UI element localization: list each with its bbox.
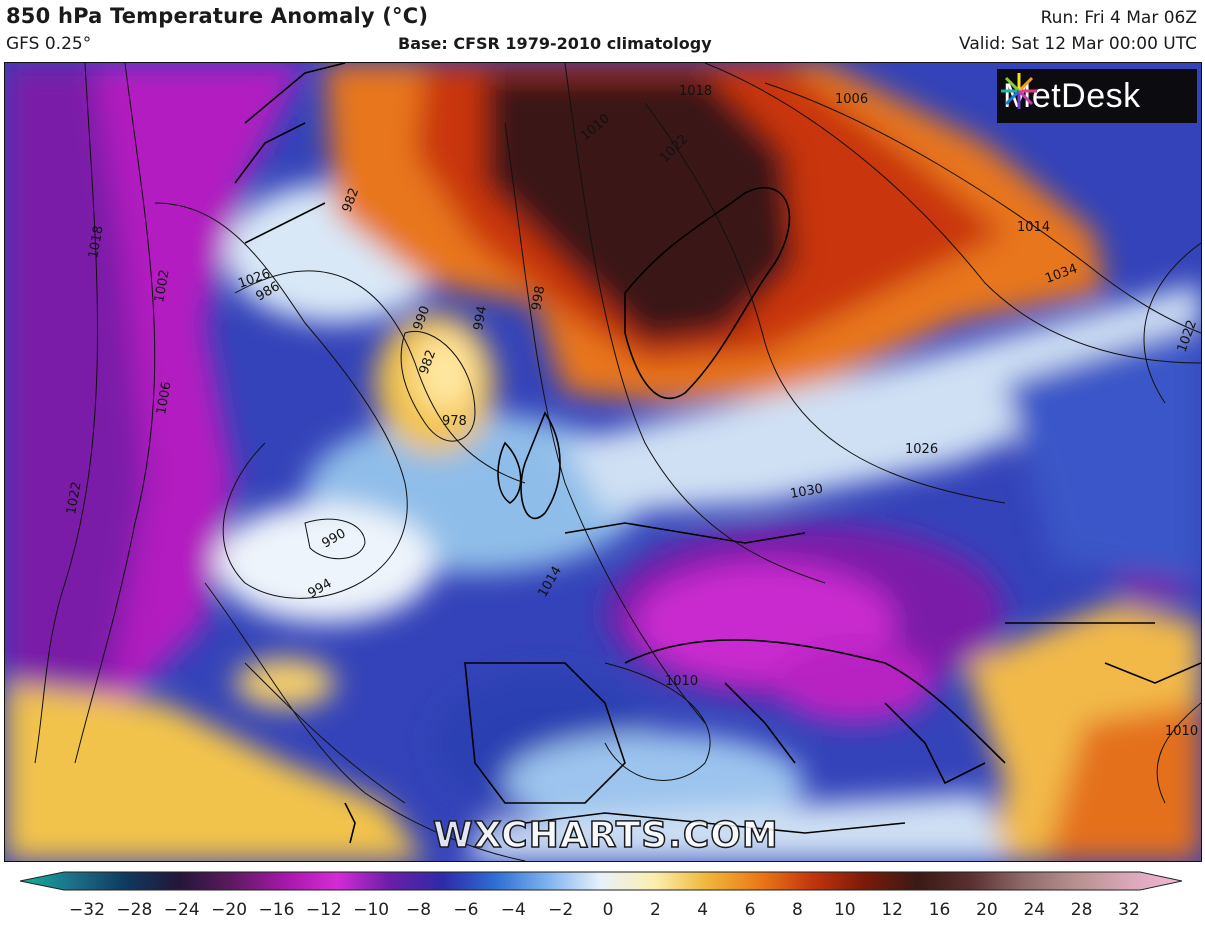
colorbar-tick-label: 12 [881,900,903,920]
isobar-label: 1010 [1165,724,1198,739]
colorbar-tick-label: −20 [211,900,248,920]
colorbar-tick-label: 10 [833,900,856,920]
isobar-label: 1030 [789,481,824,502]
colorbar-tick-label: −16 [258,900,295,920]
climatology-base-label: Base: CFSR 1979-2010 climatology [398,34,712,53]
metdesk-starburst-icon [1001,73,1037,109]
colorbar-tick-label: −10 [353,900,390,920]
colorbar-tick-label: −4 [500,900,526,920]
isobar-label: 1006 [154,380,175,415]
wxcharts-watermark: WXCHARTS.COM [432,814,779,857]
colorbar-tick-label: −28 [116,900,153,920]
colorbar-tick-label: 6 [744,900,756,920]
colorbar-tick-label: −8 [406,900,432,920]
colorbar-tick-label: −2 [548,900,574,920]
isobar-label: 1002 [152,268,173,303]
colorbar-tick-label: 0 [602,900,614,920]
colorbar-tick-label: −24 [163,900,200,920]
model-label: GFS 0.25° [6,34,92,54]
isobar-label: 978 [442,414,467,429]
colorbar-tick-label: 24 [1023,900,1046,920]
isobar-label: 1026 [905,442,938,457]
isobar-label: 1006 [835,92,868,107]
colorbar-gradient [19,871,1183,891]
run-time-label: Run: Fri 4 Mar 06Z [1040,8,1197,28]
metdesk-logo: MetDesk [997,69,1197,123]
colorbar: −32 −28 −24 −20 −16 −12 −10 −8 −6 −4 −2 0 2 4 6 8 10 12 16… [0,866,1205,925]
isobar-label: 1022 [64,480,85,515]
isobar-labels: 1018100210061022102698298699098297899499… [64,84,1200,739]
colorbar-tick-label: 8 [792,900,803,920]
colorbar-tick-label: 4 [697,900,709,920]
isobar-label: 998 [529,285,548,312]
colorbar-tick-label: 2 [649,900,661,920]
anomaly-map: 1018 1002 1006 1022 1026 982 986 990 982 978 994 99… [4,62,1202,862]
colorbar-tick-label: −6 [453,900,479,920]
isobar-label: 1018 [86,224,107,259]
isobar-label: 1010 [665,674,698,689]
colorbar-tick-label: −32 [69,900,105,920]
isobar-label: 1018 [679,84,712,99]
colorbar-tick-label: 32 [1118,900,1140,920]
colorbar-tick-label: 28 [1070,900,1093,920]
colorbar-tick-label: −12 [305,900,342,920]
anomaly-field: 1018100210061022102698298699098297899499… [5,63,1201,861]
isobar-label: 994 [471,305,490,332]
colorbar-tick-label: 16 [928,900,951,920]
valid-time-label: Valid: Sat 12 Mar 00:00 UTC [959,34,1197,54]
colorbar-tick-label: 20 [976,900,998,920]
chart-title: 850 hPa Temperature Anomaly (°C) [6,4,429,28]
isobar-label: 1014 [1017,220,1050,235]
